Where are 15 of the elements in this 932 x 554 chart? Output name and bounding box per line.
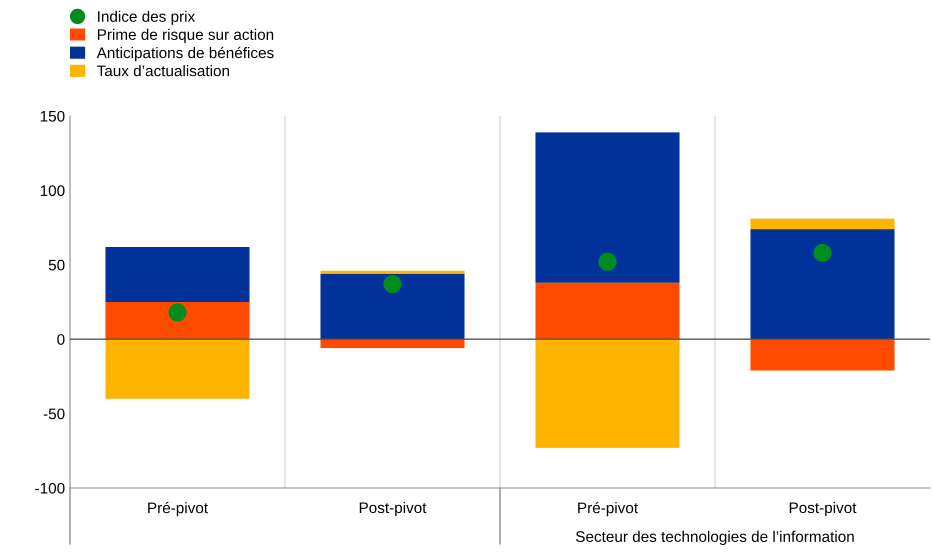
y-tick-label: -50 — [44, 408, 65, 420]
y-tick-label: 150 — [40, 110, 65, 122]
legend-label: Indice des prix — [98, 10, 196, 25]
y-tick-label: 100 — [40, 185, 65, 196]
text: Secteur des technologies de l’information — [576, 530, 854, 546]
x-tick-label: Post-pivot — [790, 502, 856, 516]
x-tick-label: Pré-pivot — [578, 502, 638, 516]
x-tick-label: Post-pivot — [360, 502, 426, 516]
x-tick-label: Pré-pivot — [148, 502, 208, 516]
y-tick-label: 50 — [48, 260, 65, 270]
y-tick-label: 0 — [57, 334, 65, 345]
legend-label: Prime de risque sur action — [98, 28, 274, 43]
legend-label: Anticipations de bénéfices — [96, 46, 274, 62]
legend-label: Taux d’actualisation — [97, 65, 230, 76]
y-tick-label: -100 — [35, 482, 65, 494]
